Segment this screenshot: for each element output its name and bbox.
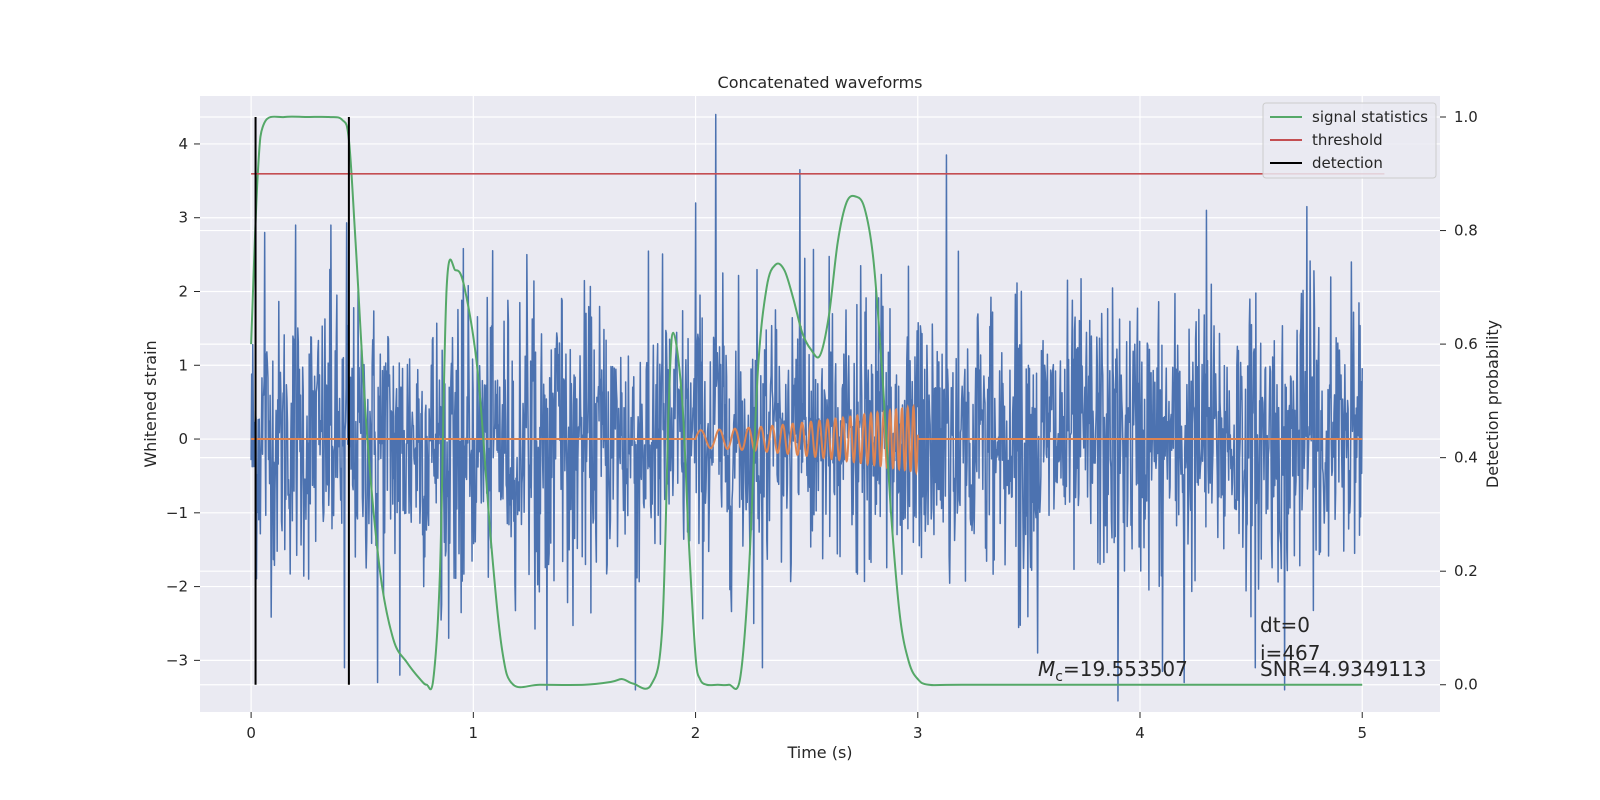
annotation-snr: SNR=4.9349113 [1260, 657, 1426, 681]
annotation-mc: Mc=19.553507 [1038, 657, 1188, 685]
y2-axis-ticks: 0.0 0.2 0.4 0.6 0.8 1.0 [1440, 108, 1478, 694]
y-axis-label: Whitened strain [141, 340, 160, 467]
y-tick-label: 0 [178, 430, 188, 448]
x-axis-ticks: 0 1 2 3 4 5 [246, 712, 1367, 742]
y2-tick-label: 0.8 [1454, 222, 1478, 240]
y-tick-label: 2 [178, 282, 188, 300]
y-tick-label: −1 [166, 504, 188, 522]
x-tick-label: 0 [246, 724, 256, 742]
x-tick-label: 3 [913, 724, 923, 742]
legend-label-detection: detection [1312, 154, 1383, 172]
y2-tick-label: 0.6 [1454, 335, 1478, 353]
y2-tick-label: 0.2 [1454, 562, 1478, 580]
legend-box [1262, 102, 1437, 179]
y-tick-label: −3 [166, 651, 188, 669]
x-tick-label: 5 [1357, 724, 1367, 742]
legend-label-threshold: threshold [1312, 131, 1383, 149]
x-tick-label: 1 [469, 724, 479, 742]
y-axis-ticks: −3 −2 −1 0 1 2 3 4 [166, 135, 200, 669]
legend: signal statistics threshold detection [1262, 102, 1437, 179]
y-tick-label: 1 [178, 356, 188, 374]
y2-tick-label: 0.0 [1454, 676, 1478, 694]
legend-label-signal-statistics: signal statistics [1312, 108, 1428, 126]
strain-series-line [250, 113, 1363, 702]
y-tick-label: 4 [178, 135, 188, 153]
annotations: Mc=19.553507 dt=0 i=467 SNR=4.9349113 [1038, 613, 1426, 685]
y2-axis-label: Detection probability [1483, 320, 1502, 488]
y-tick-label: 3 [178, 209, 188, 227]
y-tick-label: −2 [166, 578, 188, 596]
annotation-i: i=467 [1260, 641, 1321, 665]
y2-tick-label: 0.4 [1454, 449, 1478, 467]
template-series-line [251, 403, 1363, 476]
signal-statistics-line [250, 115, 1363, 691]
y2-tick-label: 1.0 [1454, 108, 1478, 126]
x-tick-label: 4 [1135, 724, 1145, 742]
annotation-dt: dt=0 [1260, 613, 1310, 637]
x-tick-label: 2 [691, 724, 701, 742]
x-axis-label: Time (s) [786, 743, 852, 762]
chart-title: Concatenated waveforms [718, 73, 923, 92]
